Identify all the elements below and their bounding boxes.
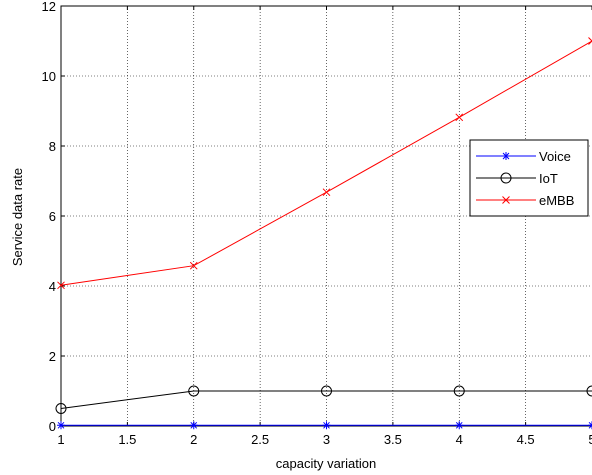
series-voice xyxy=(57,421,592,430)
x-tick-label: 1.5 xyxy=(118,432,136,447)
y-tick-label: 12 xyxy=(42,0,56,14)
data-point xyxy=(55,403,67,414)
data-point xyxy=(322,421,331,430)
x-tick-label: 3.5 xyxy=(384,432,402,447)
legend-label: IoT xyxy=(539,171,558,186)
x-tick-label: 3 xyxy=(323,432,330,447)
data-point xyxy=(455,421,464,430)
legend-entry-voice: Voice xyxy=(476,149,571,164)
x-tick-label: 1 xyxy=(57,432,64,447)
y-tick-label: 8 xyxy=(49,139,56,154)
series-line xyxy=(60,390,592,409)
x-tick-label: 5 xyxy=(588,432,592,447)
legend-label: Voice xyxy=(539,149,571,164)
data-point xyxy=(322,188,331,197)
x-tick-label: 4 xyxy=(456,432,463,447)
series-group xyxy=(55,37,592,430)
data-point xyxy=(57,421,65,430)
legend-label: eMBB xyxy=(539,193,574,208)
data-point xyxy=(321,385,332,397)
data-point xyxy=(188,385,200,397)
data-point xyxy=(455,113,464,122)
legend-marker xyxy=(500,172,512,184)
x-tick-label: 2.5 xyxy=(251,432,269,447)
data-point xyxy=(588,37,592,45)
y-tick-label: 2 xyxy=(49,349,56,364)
data-point xyxy=(453,385,465,397)
y-axis-label: Service data rate xyxy=(10,168,25,266)
legend-marker xyxy=(502,152,510,160)
data-point xyxy=(189,421,198,430)
x-axis-label: capacity variation xyxy=(276,456,376,471)
legend-marker xyxy=(502,196,510,204)
axis-ticks: 1 1.5 2 2.5 3 3.5 4 4.5 5 0 2 4 6 8 10 12 xyxy=(42,0,592,447)
data-point xyxy=(586,385,592,397)
series-embb xyxy=(57,37,592,290)
y-tick-label: 0 xyxy=(49,419,56,434)
legend: Voice IoT eMBB xyxy=(469,139,589,217)
y-tick-label: 4 xyxy=(49,279,56,294)
series-iot xyxy=(55,385,592,414)
y-tick-label: 6 xyxy=(49,209,56,224)
x-tick-label: 4.5 xyxy=(517,432,535,447)
legend-entry-iot: IoT xyxy=(476,171,558,186)
data-point xyxy=(57,281,65,290)
x-tick-label: 2 xyxy=(190,432,197,447)
y-tick-label: 10 xyxy=(42,69,56,84)
data-point xyxy=(189,261,198,270)
legend-entry-embb: eMBB xyxy=(476,193,574,208)
